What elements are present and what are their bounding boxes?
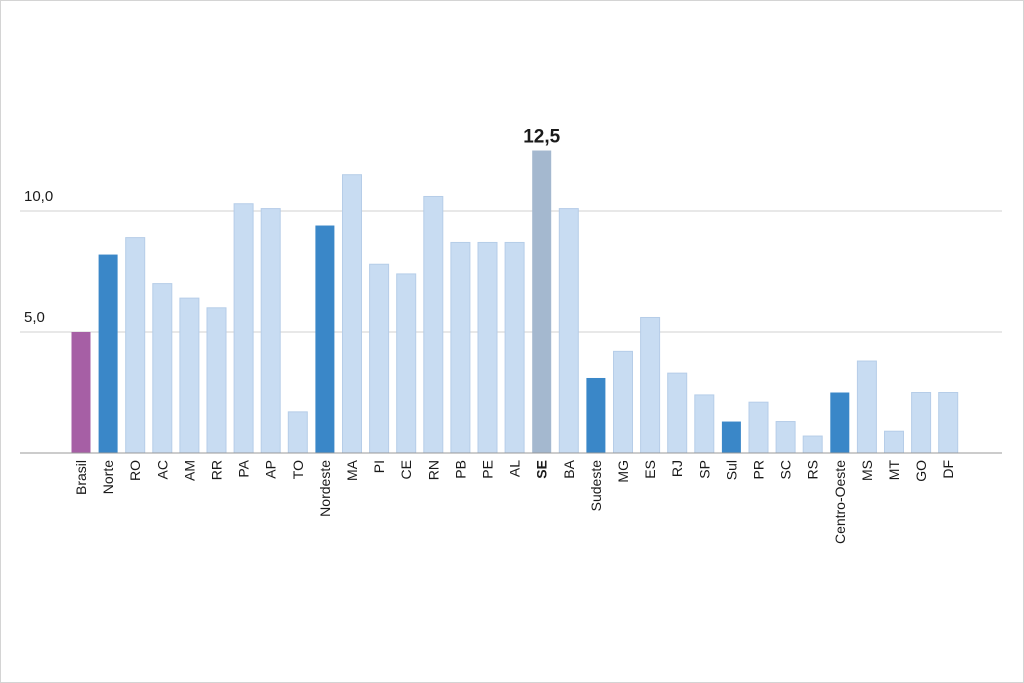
- bar-rj: [667, 372, 688, 454]
- x-tick-label: Centro-Oeste: [832, 460, 848, 544]
- x-tick-label: AP: [263, 460, 279, 479]
- bar-centro-oeste: [830, 392, 850, 453]
- x-tick-label: AM: [181, 460, 197, 481]
- bar-pi: [369, 263, 390, 454]
- bar-pe: [477, 241, 498, 454]
- x-tick-label: MA: [344, 459, 360, 481]
- x-tick-label: PB: [452, 460, 468, 479]
- bar-rs: [802, 435, 823, 454]
- bar-ms: [856, 360, 877, 454]
- x-tick-label: GO: [913, 460, 929, 482]
- bar-sc: [775, 421, 796, 454]
- bar-am: [179, 297, 200, 454]
- bar-df: [938, 392, 959, 454]
- x-tick-label: RN: [425, 460, 441, 480]
- x-tick-label: PR: [751, 460, 767, 479]
- x-tick-label: RO: [127, 460, 143, 481]
- bar-pb: [450, 241, 471, 454]
- bar-nordeste: [315, 225, 335, 453]
- bar-rr: [206, 307, 227, 454]
- x-tick-label: SP: [696, 460, 712, 479]
- x-tick-label: BA: [561, 459, 577, 478]
- x-tick-label: PA: [236, 459, 252, 477]
- bar-ac: [152, 283, 173, 454]
- x-tick-label: RR: [209, 460, 225, 480]
- x-tick-label: Brasil: [73, 460, 89, 495]
- bar-es: [640, 316, 661, 454]
- bar-sudeste: [586, 377, 606, 453]
- data-label: 12,5: [523, 127, 560, 148]
- bar-ce: [396, 273, 417, 454]
- x-tick-label: Norte: [100, 460, 116, 494]
- x-tick-label: MT: [886, 460, 902, 481]
- y-axis-tick-labels: 5,0 10,0: [24, 188, 53, 326]
- x-tick-label: AC: [154, 460, 170, 479]
- bar-mg: [613, 350, 633, 454]
- x-tick-label: ES: [642, 460, 658, 479]
- bar-ro: [125, 237, 146, 454]
- x-tick-label: Sul: [723, 460, 739, 480]
- x-tick-label: Sudeste: [588, 460, 604, 512]
- bar-ba: [558, 208, 579, 454]
- bar-mt: [884, 430, 904, 454]
- bar-pa: [233, 203, 254, 454]
- bar-se: [532, 150, 552, 453]
- x-tick-label: RJ: [669, 460, 685, 477]
- bar-go: [911, 392, 932, 454]
- x-tick-label: PE: [480, 460, 496, 479]
- x-tick-label: MG: [615, 460, 631, 483]
- x-tick-label: TO: [290, 460, 306, 479]
- bar-norte: [98, 254, 118, 453]
- x-tick-label: SE: [534, 460, 550, 479]
- x-tick-label: MS: [859, 460, 875, 481]
- x-tick-label: Nordeste: [317, 460, 333, 517]
- bar-sp: [694, 394, 715, 454]
- x-tick-label: SC: [778, 460, 794, 479]
- x-tick-label: AL: [507, 460, 523, 477]
- bar-rn: [423, 195, 444, 454]
- x-axis-category-labels: Brasil Norte RO AC AM RR PA AP TO Nordeste MA PI CE R…: [73, 459, 956, 544]
- x-tick-label: PI: [371, 460, 387, 473]
- bar-ap: [260, 208, 281, 454]
- data-labels: 12,5: [523, 127, 560, 148]
- bar-brasil: [71, 332, 91, 453]
- x-tick-label: RS: [805, 460, 821, 479]
- x-tick-label: CE: [398, 460, 414, 479]
- bar-sul: [721, 421, 741, 453]
- x-tick-label: DF: [940, 460, 956, 479]
- bar-to: [287, 411, 308, 454]
- bar-ma: [342, 174, 362, 454]
- y-tick-label: 10,0: [24, 188, 53, 205]
- bar-al: [504, 241, 525, 454]
- bar-pr: [748, 401, 769, 454]
- bars: [71, 150, 959, 454]
- y-tick-label: 5,0: [24, 309, 45, 326]
